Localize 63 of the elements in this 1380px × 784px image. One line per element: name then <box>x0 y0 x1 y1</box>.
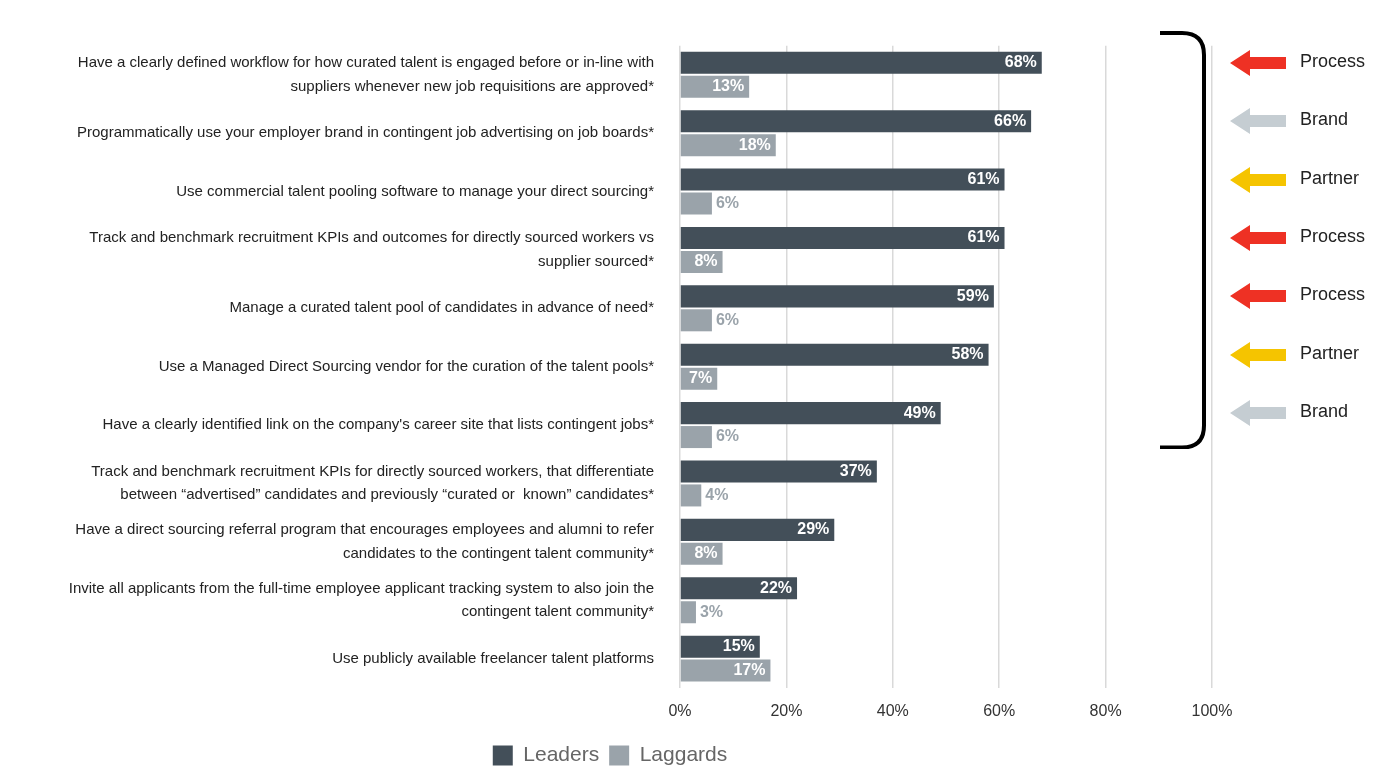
bar <box>680 577 798 600</box>
bar <box>680 484 702 507</box>
y-tick-label: Have a clearly identified link on the company's career site that lists contingent jobs* <box>102 415 655 433</box>
legend-label: Laggards <box>639 742 728 766</box>
bar <box>680 110 1032 133</box>
legend-label: Leaders <box>523 742 600 766</box>
x-tick-label: 100% <box>1191 701 1233 719</box>
data-label: 58% <box>951 345 984 363</box>
data-label: 6% <box>715 310 740 328</box>
bar <box>680 343 989 366</box>
data-label: 66% <box>994 111 1027 129</box>
y-tick-label: Use commercial talent pooling software to manage your direct sourcing* <box>176 181 655 199</box>
y-tick-label: Have a clearly defined workflow for how curated talent is engaged before or in-line with suppliers whenever new job requisitions are approved* <box>77 53 655 94</box>
bar <box>680 192 712 215</box>
data-label: 37% <box>839 461 872 479</box>
data-label: 8% <box>694 252 718 270</box>
text: Partner <box>1300 167 1360 189</box>
x-tick-label: 80% <box>1089 701 1122 719</box>
text: Partner <box>1300 342 1360 364</box>
y-tick-label: Manage a curated talent pool of candidates in advance of need* <box>229 298 655 316</box>
y-tick-label: Invite all applicants from the full-time employee applicant tracking system to also join the contingent talent community* <box>68 578 655 619</box>
data-label: 4% <box>705 485 729 503</box>
y-tick-label: Programmatically use your employer brand in contingent job advertising on job boards* <box>77 123 655 141</box>
data-label: 6% <box>715 427 740 445</box>
y-tick-label: Use publicly available freelancer talent platforms <box>332 648 654 666</box>
bar <box>680 518 835 541</box>
data-label: 49% <box>903 403 936 421</box>
data-label: 7% <box>689 369 713 387</box>
data-label: 68% <box>1004 53 1037 71</box>
y-tick-label: Track and benchmark recruitment KPIs for directly sourced workers, that differentiate between “advertised” candidates and previously “curated or known” candidates* <box>91 461 655 503</box>
y-tick-label: Use a Managed Direct Sourcing vendor for the curation of the talent pools* <box>158 356 655 374</box>
bar <box>680 226 1005 249</box>
bar <box>680 460 877 483</box>
data-label: 61% <box>967 170 1000 188</box>
data-label: 17% <box>733 660 766 678</box>
data-label: 8% <box>694 544 718 562</box>
y-tick-label: Have a direct sourcing referral program that encourages employees and alumni to refer candidates to the contingent talent community* <box>75 520 655 561</box>
data-label: 15% <box>722 637 755 655</box>
data-label: 61% <box>967 228 1000 246</box>
data-label: 13% <box>712 77 745 95</box>
x-tick-label: 60% <box>983 701 1016 719</box>
data-label: 18% <box>738 135 771 153</box>
data-label: 59% <box>956 286 989 304</box>
x-tick-label: 20% <box>770 701 803 719</box>
data-label: 29% <box>797 520 830 538</box>
text: Process <box>1300 225 1366 247</box>
data-label: 3% <box>699 602 724 620</box>
bar <box>680 601 696 624</box>
bar <box>680 285 994 308</box>
text: Brand <box>1300 401 1349 423</box>
bar <box>680 426 712 449</box>
text: Brand <box>1300 109 1349 131</box>
text: Process <box>1300 284 1366 306</box>
bar <box>680 168 1005 191</box>
bar <box>680 402 941 425</box>
data-label: 6% <box>715 193 740 211</box>
text: Process <box>1300 50 1366 72</box>
bar <box>680 309 712 332</box>
x-tick-label: 0% <box>668 701 692 719</box>
y-tick-label: Track and benchmark recruitment KPIs and outcomes for directly sourced workers vs supplier sourced* <box>89 228 655 269</box>
x-tick-label: 40% <box>876 701 909 719</box>
bar <box>680 51 1042 74</box>
data-label: 22% <box>760 578 793 596</box>
